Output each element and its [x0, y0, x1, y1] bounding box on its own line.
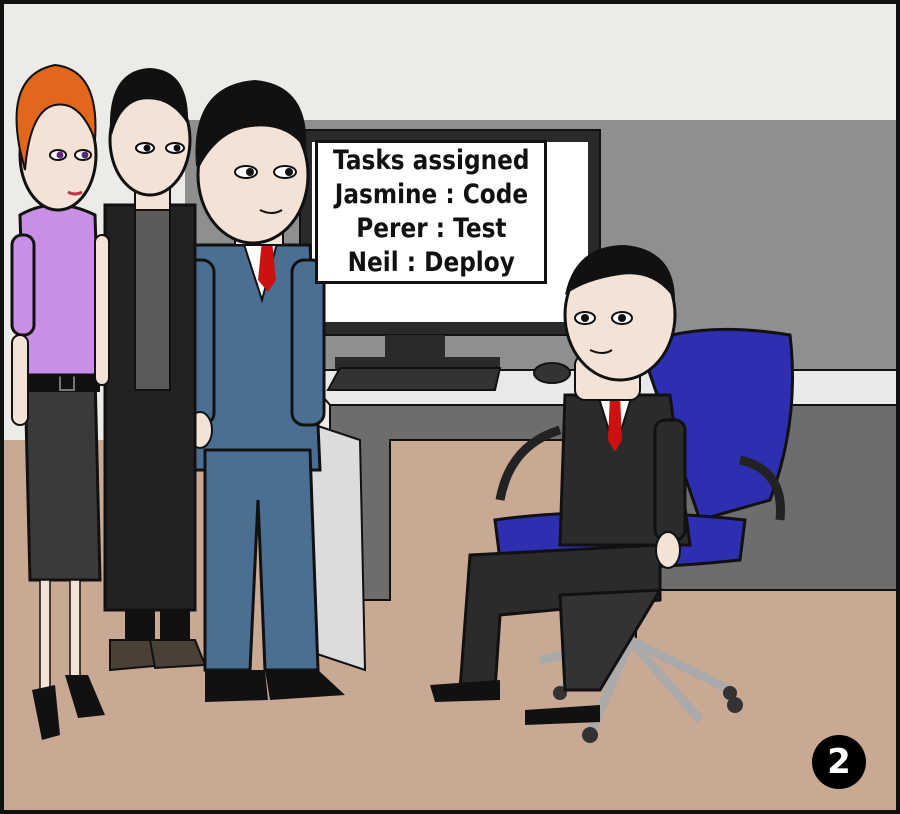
panel-number-badge: 2 [812, 735, 866, 789]
keyboard [326, 367, 502, 391]
coworker-character [103, 68, 207, 672]
task-assignment-sign: Tasks assigned Jasmine : Code Perer : Te… [315, 140, 547, 284]
sign-line-jasmine: Jasmine : Code [334, 179, 528, 210]
sign-line-title: Tasks assigned [332, 145, 530, 176]
monitor-base [335, 357, 500, 369]
monitor-stand [385, 335, 445, 360]
woman-character [10, 63, 110, 740]
sign-line-neil: Neil : Deploy [347, 247, 515, 278]
sign-line-perer: Perer : Test [355, 213, 507, 244]
manager-seated-character [430, 245, 692, 725]
mouse [533, 362, 571, 384]
man-blue-suit-character [180, 80, 345, 702]
